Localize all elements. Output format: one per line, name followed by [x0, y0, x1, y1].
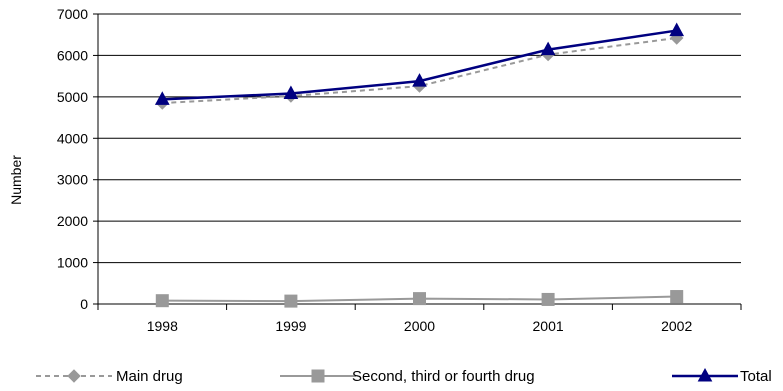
legend-item-main-drug: Main drug — [36, 368, 183, 385]
x-tick-label: 1999 — [275, 318, 306, 334]
legend-marker — [697, 367, 713, 382]
data-point — [413, 292, 426, 306]
legend: Main drug Second, third or fourth drug Tot… — [36, 367, 772, 385]
legend-label: Total — [740, 368, 772, 385]
y-tick-label: 7000 — [57, 6, 88, 22]
legend-label: Second, third or fourth drug — [352, 368, 535, 385]
data-point — [155, 294, 169, 308]
y-tick-label: 5000 — [57, 89, 88, 105]
y-tick-label: 0 — [80, 296, 88, 312]
x-tick-label: 2002 — [661, 318, 692, 334]
axes — [97, 14, 741, 305]
x-tick-label: 1998 — [147, 318, 178, 334]
x-axis-ticks: 1998 1999 2000 2001 2002 — [97, 304, 742, 334]
data-point — [154, 91, 170, 105]
legend-marker — [67, 369, 81, 383]
data-point — [284, 294, 298, 308]
data-point — [541, 292, 555, 306]
y-tick-label: 2000 — [57, 213, 88, 229]
legend-marker — [311, 369, 325, 383]
series-total — [154, 22, 685, 105]
legend-label: Main drug — [116, 368, 183, 385]
y-axis-ticks: 0 1000 2000 3000 4000 5000 6000 7000 — [57, 6, 98, 312]
y-tick-label: 3000 — [57, 172, 88, 188]
y-tick-label: 6000 — [57, 47, 88, 63]
data-point — [540, 41, 556, 56]
data-point — [669, 22, 685, 37]
x-tick-label: 2000 — [404, 318, 435, 334]
y-axis-title: Number — [8, 155, 24, 205]
series-layer — [154, 22, 685, 308]
x-tick-label: 2001 — [533, 318, 564, 334]
y-tick-label: 1000 — [57, 255, 88, 271]
legend-item-total: Total — [672, 367, 772, 385]
y-tick-label: 4000 — [57, 130, 88, 146]
series-second-third-or-fourth-drug — [155, 290, 684, 308]
series-line — [162, 37, 677, 105]
gridlines — [98, 13, 741, 264]
data-point — [670, 290, 684, 304]
legend-item-second-third-or-fourth-drug: Second, third or fourth drug — [280, 368, 535, 385]
data-point — [283, 85, 299, 100]
data-point — [412, 73, 427, 87]
series-main-drug — [155, 31, 684, 110]
